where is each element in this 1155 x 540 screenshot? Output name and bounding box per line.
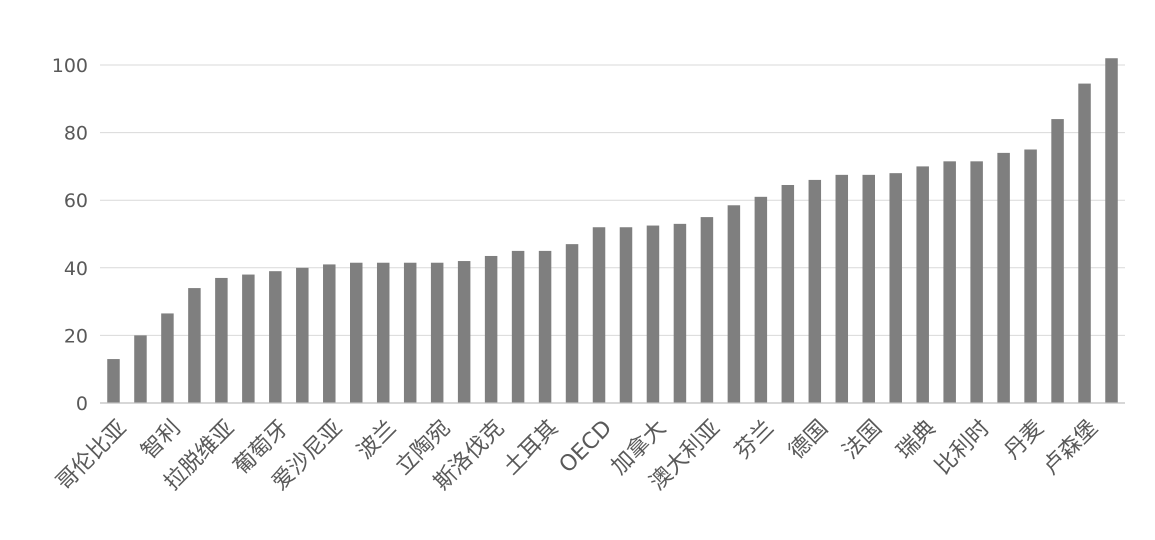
bar xyxy=(107,359,120,403)
bar xyxy=(161,313,174,403)
bar xyxy=(376,262,390,403)
bar xyxy=(1024,149,1037,403)
bar xyxy=(350,262,363,403)
bar xyxy=(1105,58,1118,404)
bar xyxy=(403,262,417,403)
bar xyxy=(430,262,444,403)
x-category-label: 法国 xyxy=(838,416,887,465)
bar xyxy=(700,217,714,403)
bar xyxy=(808,179,822,403)
x-category-label: 哥伦比亚 xyxy=(52,416,132,496)
bar xyxy=(565,244,579,403)
bar xyxy=(457,261,471,403)
bar xyxy=(916,166,929,403)
x-category-label: 德国 xyxy=(784,416,833,465)
x-category-label: 丹麦 xyxy=(1000,416,1049,465)
x-category-label: 智利 xyxy=(137,416,186,465)
bar xyxy=(188,288,201,403)
y-tick-label: 0 xyxy=(76,393,88,415)
bar xyxy=(269,271,282,403)
bar xyxy=(727,205,741,403)
bar xyxy=(781,184,795,403)
x-category-label: 芬兰 xyxy=(730,416,779,465)
bar xyxy=(1078,83,1091,403)
bar xyxy=(511,250,525,403)
bar xyxy=(970,161,983,403)
bar xyxy=(619,227,633,403)
x-category-label: 卢森堡 xyxy=(1038,416,1102,480)
y-tick-label: 100 xyxy=(52,55,88,77)
bar xyxy=(889,173,902,403)
y-axis-tick-labels: 0 20 40 60 80 100 xyxy=(52,55,88,415)
y-tick-label: 80 xyxy=(64,123,88,145)
bar xyxy=(134,335,147,403)
x-category-label: 瑞典 xyxy=(892,416,941,465)
y-tick-label: 60 xyxy=(64,190,88,212)
x-category-label: OECD xyxy=(555,416,618,479)
bar xyxy=(997,152,1010,403)
bar xyxy=(862,174,875,403)
y-tick-label: 40 xyxy=(64,258,88,280)
bar xyxy=(323,264,336,403)
y-tick-label: 20 xyxy=(64,325,88,347)
x-category-label: 比利时 xyxy=(931,416,995,480)
bar xyxy=(484,255,498,403)
bar xyxy=(646,225,660,403)
bar xyxy=(538,250,552,403)
bar xyxy=(592,227,606,403)
x-category-label: 土耳其 xyxy=(499,416,563,480)
bars xyxy=(107,58,1118,404)
bar xyxy=(754,196,768,403)
bar xyxy=(215,277,228,403)
bar xyxy=(242,274,255,403)
x-category-label: 波兰 xyxy=(353,416,402,465)
bar xyxy=(835,174,849,403)
bar xyxy=(943,161,956,403)
bar xyxy=(1051,119,1064,403)
bar xyxy=(296,267,309,403)
bar xyxy=(673,223,687,403)
